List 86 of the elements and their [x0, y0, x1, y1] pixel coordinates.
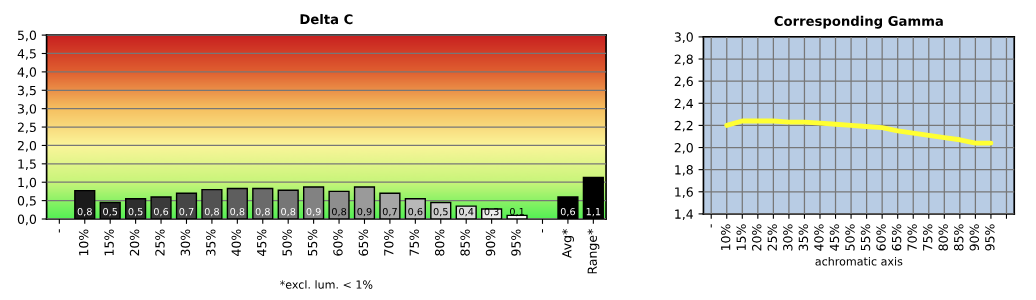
x-tick-label: 95% — [985, 224, 995, 251]
y-tick-label: 4,0 — [17, 67, 37, 79]
data-label: 0,1 — [509, 207, 524, 217]
y-tick-label: 2,6 — [674, 76, 693, 88]
x-tick-label: 50% — [282, 229, 292, 256]
chart-title: Delta C — [300, 13, 353, 25]
y-tick-label: 0,5 — [17, 196, 36, 207]
x-tick-label: 30% — [783, 224, 793, 251]
y-tick-label: 3,0 — [17, 104, 37, 115]
x-tick-label: Avg* — [562, 229, 574, 259]
y-tick-label: 5,0 — [17, 30, 37, 42]
x-tick-label: 55% — [307, 229, 318, 256]
x-axis-title: *excl. lum. < 1% — [280, 280, 373, 289]
chart-title: Corresponding Gamma — [774, 15, 943, 29]
data-label: 0,8 — [230, 207, 245, 217]
data-label: 0,5 — [103, 207, 118, 217]
x-tick-label: 85% — [460, 229, 470, 256]
data-label: 0,8 — [331, 207, 347, 217]
x-tick-label: 35% — [798, 224, 809, 251]
data-label: 0,6 — [408, 207, 423, 217]
x-tick-label: 25% — [767, 224, 777, 251]
data-label: 0,8 — [77, 207, 92, 217]
x-tick-label: 80% — [434, 229, 445, 256]
x-tick-label: 55% — [860, 224, 871, 251]
y-tick-label: 2,0 — [17, 140, 37, 152]
x-tick-label: 90% — [969, 224, 980, 251]
y-tick-label: 1,6 — [675, 187, 693, 198]
x-tick-label: 60% — [876, 224, 886, 251]
x-tick-label: 95% — [511, 229, 521, 256]
x-tick-label: 45% — [256, 229, 267, 256]
data-label: 0,4 — [459, 207, 474, 217]
y-tick-label: 2,4 — [674, 98, 694, 110]
x-tick-label: 40% — [231, 229, 241, 256]
y-tick-label: 4,5 — [17, 49, 36, 60]
x-tick-label: 50% — [845, 224, 855, 251]
data-label: 0,5 — [433, 207, 448, 217]
x-tick-label: 75% — [922, 224, 933, 251]
x-tick-label: - — [710, 224, 712, 228]
x-tick-label: 70% — [384, 229, 394, 256]
x-tick-label: 90% — [485, 229, 496, 256]
y-tick-label: 3,5 — [17, 85, 36, 97]
x-tick-label: - — [542, 229, 544, 233]
data-label: 0,8 — [204, 207, 219, 217]
x-tick-label: 20% — [752, 224, 762, 251]
x-tick-label: 85% — [954, 224, 964, 251]
line-series — [724, 118, 994, 146]
y-tick-label: 1,8 — [675, 165, 693, 176]
data-label: 0,9 — [357, 207, 372, 217]
x-tick-label: 75% — [409, 229, 419, 256]
x-tick-label: 40% — [814, 224, 824, 251]
x-tick-label: Range* — [587, 229, 600, 274]
x-tick-label: 60% — [333, 229, 343, 256]
x-tick-label: 10% — [78, 229, 89, 256]
y-tick-label: 2,8 — [674, 54, 693, 66]
data-label: 0,5 — [128, 207, 143, 217]
data-label: 1,1 — [586, 208, 601, 217]
data-label: 0,6 — [560, 207, 576, 217]
y-tick-label: 2,5 — [17, 122, 36, 134]
y-tick-label: 1,4 — [675, 209, 694, 221]
x-tick-label: 65% — [358, 229, 369, 256]
y-tick-label: 2,0 — [674, 143, 693, 154]
y-tick-label: 2,2 — [674, 120, 693, 132]
x-axis-title: achromatic axis — [815, 256, 903, 266]
x-tick-label: 10% — [720, 224, 731, 251]
x-tick-label: 65% — [891, 224, 902, 251]
x-tick-label: 30% — [180, 229, 191, 256]
x-tick-label: 15% — [104, 229, 114, 256]
data-label: 0,7 — [382, 207, 397, 217]
data-label: 0,9 — [306, 207, 321, 217]
data-label: 0,8 — [255, 207, 270, 217]
y-tick-label: 1,0 — [18, 177, 37, 189]
x-tick-label: 80% — [938, 224, 948, 251]
data-label: 0,8 — [281, 207, 296, 217]
y-tick-label: 1,5 — [18, 159, 36, 171]
data-label: 0,7 — [179, 207, 194, 217]
x-tick-label: 20% — [129, 229, 140, 256]
x-tick-label: 45% — [829, 224, 840, 251]
x-tick-label: 35% — [206, 229, 216, 256]
x-tick-label: - — [58, 229, 60, 233]
x-tick-label: 25% — [155, 229, 165, 256]
y-tick-label: 0,0 — [17, 214, 37, 226]
x-tick-label: 70% — [907, 224, 917, 251]
y-tick-label: 3,0 — [674, 32, 693, 44]
data-label: 0,6 — [153, 207, 169, 217]
data-label: 0,3 — [484, 207, 499, 217]
x-tick-label: 15% — [736, 224, 746, 251]
